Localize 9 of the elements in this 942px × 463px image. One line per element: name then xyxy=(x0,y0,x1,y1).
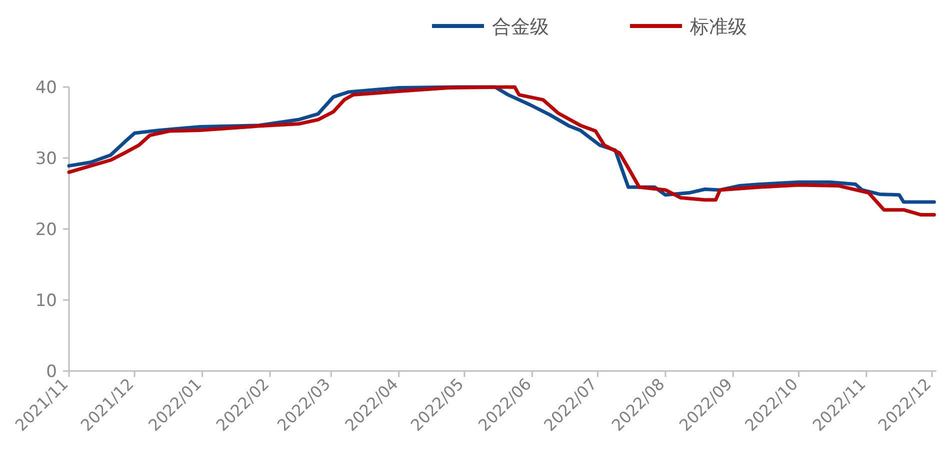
legend-label: 合金级 xyxy=(492,16,549,38)
y-tick-label: 20 xyxy=(35,220,57,240)
y-tick-label: 10 xyxy=(35,291,57,311)
legend: 标准级 xyxy=(630,16,747,38)
legend: 合金级 xyxy=(432,16,549,38)
y-tick-label: 40 xyxy=(35,78,57,98)
y-tick-label: 30 xyxy=(35,149,57,169)
legend-label: 标准级 xyxy=(689,16,747,38)
y-tick-label: 0 xyxy=(46,362,57,382)
